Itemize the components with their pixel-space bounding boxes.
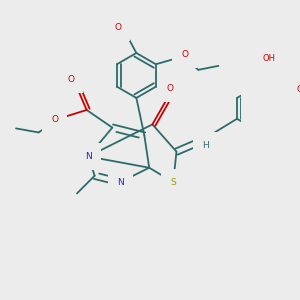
Text: O: O bbox=[114, 23, 122, 32]
Text: OH: OH bbox=[262, 54, 275, 63]
Text: O: O bbox=[296, 85, 300, 94]
Text: H: H bbox=[202, 141, 209, 150]
Text: O: O bbox=[67, 75, 74, 84]
Text: O: O bbox=[167, 84, 174, 93]
Text: N: N bbox=[85, 152, 92, 161]
Text: S: S bbox=[170, 178, 176, 187]
Text: O: O bbox=[181, 50, 188, 59]
Text: N: N bbox=[117, 178, 124, 187]
Text: O: O bbox=[51, 115, 58, 124]
